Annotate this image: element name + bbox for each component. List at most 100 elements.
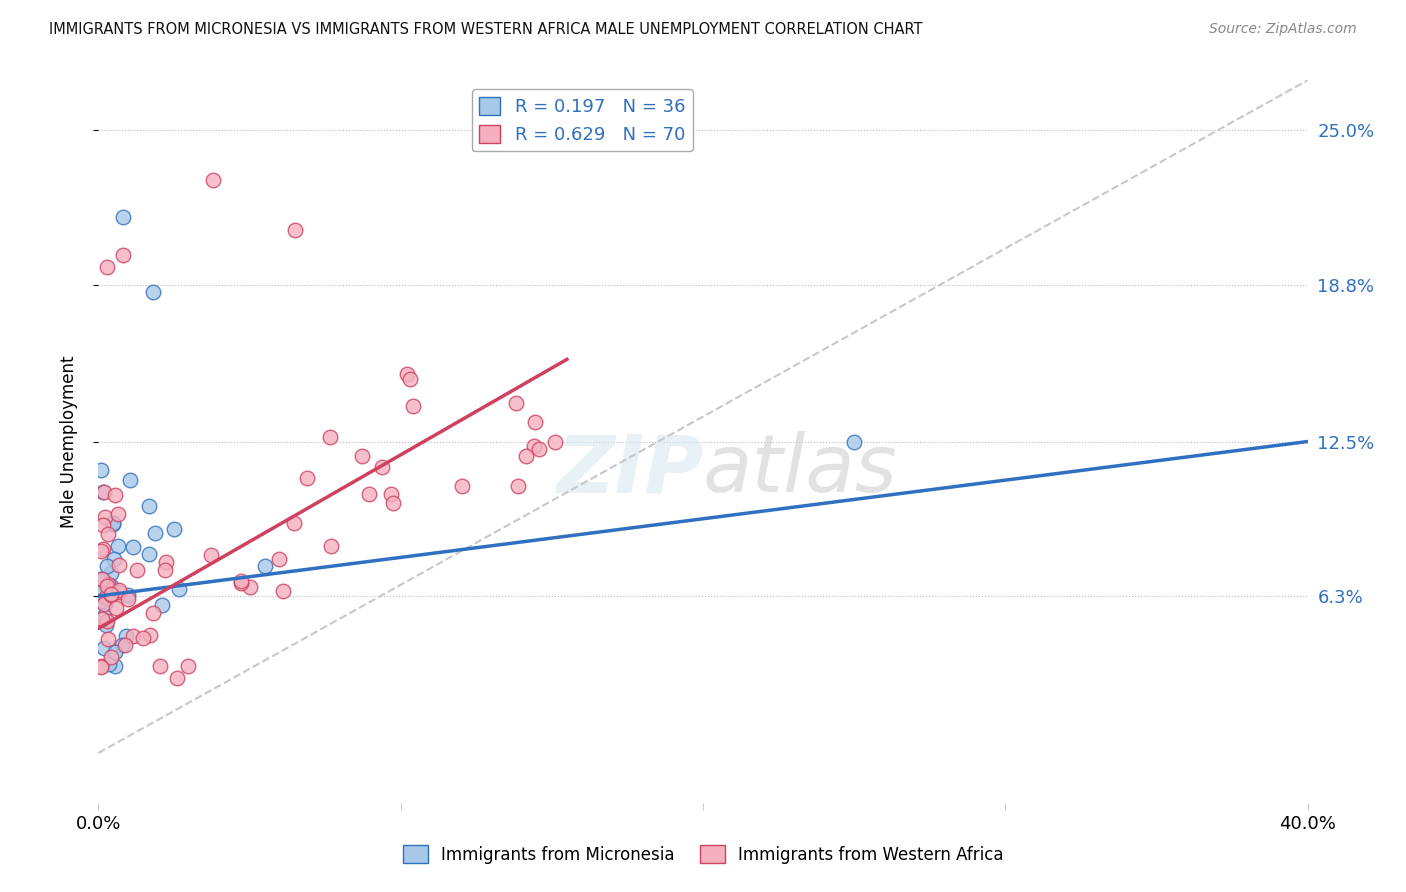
Point bbox=[90, 582, 112, 596]
Point bbox=[132, 631, 155, 645]
Text: ZIP: ZIP bbox=[555, 432, 703, 509]
Point bbox=[139, 628, 162, 642]
Point bbox=[451, 479, 474, 493]
Point bbox=[529, 442, 551, 456]
Point bbox=[229, 574, 252, 588]
Point bbox=[142, 606, 165, 620]
Point bbox=[120, 473, 142, 487]
Point bbox=[90, 544, 112, 558]
Legend: R = 0.197   N = 36, R = 0.629   N = 70: R = 0.197 N = 36, R = 0.629 N = 70 bbox=[471, 89, 693, 152]
Point bbox=[114, 629, 136, 643]
Point bbox=[143, 526, 166, 541]
Y-axis label: Male Unemployment: Male Unemployment bbox=[59, 355, 77, 528]
Point bbox=[97, 576, 120, 591]
Point bbox=[104, 645, 127, 659]
Point bbox=[107, 539, 129, 553]
Point bbox=[117, 591, 139, 606]
Point bbox=[97, 657, 120, 671]
Point bbox=[117, 588, 139, 602]
Point bbox=[359, 486, 381, 500]
Point bbox=[107, 507, 129, 521]
Point bbox=[90, 660, 112, 674]
Point bbox=[269, 552, 291, 566]
Point bbox=[508, 479, 530, 493]
Point bbox=[229, 576, 252, 591]
Point bbox=[401, 399, 423, 413]
Point bbox=[96, 579, 118, 593]
Point bbox=[104, 600, 127, 615]
Point bbox=[90, 594, 112, 608]
Point bbox=[101, 516, 124, 531]
Point bbox=[96, 614, 118, 628]
Point bbox=[166, 671, 188, 685]
Point bbox=[93, 484, 115, 499]
Point bbox=[101, 516, 124, 530]
Point bbox=[90, 612, 112, 626]
Point bbox=[523, 439, 546, 453]
Point bbox=[93, 597, 115, 611]
Point bbox=[122, 540, 145, 554]
Point bbox=[108, 558, 131, 572]
Point bbox=[96, 260, 118, 274]
Point bbox=[382, 496, 405, 510]
Point bbox=[114, 638, 136, 652]
Point bbox=[100, 649, 122, 664]
Point bbox=[121, 629, 143, 643]
Point bbox=[90, 582, 112, 597]
Legend: Immigrants from Micronesia, Immigrants from Western Africa: Immigrants from Micronesia, Immigrants f… bbox=[396, 838, 1010, 871]
Point bbox=[505, 396, 527, 410]
Point bbox=[163, 522, 186, 536]
Point bbox=[153, 563, 176, 577]
Point bbox=[380, 487, 402, 501]
Point bbox=[371, 459, 394, 474]
Point bbox=[94, 618, 117, 632]
Point bbox=[100, 579, 122, 593]
Point bbox=[202, 173, 225, 187]
Point bbox=[253, 559, 276, 574]
Point bbox=[295, 471, 318, 485]
Point bbox=[97, 632, 120, 646]
Point bbox=[103, 552, 125, 566]
Point bbox=[96, 559, 118, 574]
Point bbox=[523, 416, 546, 430]
Point bbox=[515, 449, 537, 463]
Point bbox=[93, 640, 115, 655]
Point bbox=[93, 541, 115, 556]
Text: IMMIGRANTS FROM MICRONESIA VS IMMIGRANTS FROM WESTERN AFRICA MALE UNEMPLOYMENT C: IMMIGRANTS FROM MICRONESIA VS IMMIGRANTS… bbox=[49, 22, 922, 37]
Point bbox=[142, 285, 165, 299]
Point bbox=[100, 587, 122, 601]
Point bbox=[90, 572, 112, 586]
Point bbox=[108, 585, 131, 599]
Point bbox=[138, 499, 160, 513]
Point bbox=[283, 516, 305, 531]
Point bbox=[319, 430, 342, 444]
Point bbox=[93, 609, 115, 624]
Point bbox=[100, 566, 122, 581]
Point bbox=[104, 488, 127, 502]
Point bbox=[90, 659, 112, 673]
Point bbox=[127, 563, 149, 577]
Point bbox=[395, 367, 418, 381]
Point bbox=[108, 582, 131, 597]
Point bbox=[271, 583, 294, 598]
Point bbox=[544, 435, 567, 450]
Point bbox=[399, 371, 422, 385]
Point bbox=[138, 547, 160, 561]
Text: atlas: atlas bbox=[703, 432, 898, 509]
Point bbox=[111, 638, 134, 652]
Point bbox=[94, 598, 117, 612]
Text: Source: ZipAtlas.com: Source: ZipAtlas.com bbox=[1209, 22, 1357, 37]
Point bbox=[90, 573, 112, 587]
Point bbox=[200, 548, 222, 562]
Point bbox=[177, 658, 200, 673]
Point bbox=[284, 223, 307, 237]
Point bbox=[155, 555, 177, 569]
Point bbox=[93, 484, 115, 499]
Point bbox=[111, 248, 134, 262]
Point bbox=[91, 517, 114, 532]
Point bbox=[844, 434, 866, 449]
Point bbox=[111, 211, 134, 225]
Point bbox=[150, 598, 173, 612]
Point bbox=[90, 463, 112, 477]
Point bbox=[239, 580, 262, 594]
